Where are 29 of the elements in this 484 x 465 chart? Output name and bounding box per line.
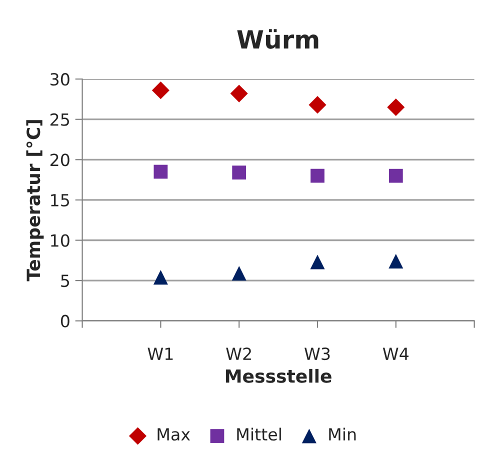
point [388,168,403,183]
x-tick-label: W2 [226,348,251,360]
point [230,84,248,102]
legend-label: Min [329,428,356,440]
y-tick-label: 20 [50,154,70,166]
y-tick-label: 30 [50,73,70,86]
point [388,254,404,268]
x-tick-label: W1 [148,348,173,360]
point [154,164,168,179]
point [387,98,405,116]
y-tick-label: 10 [51,234,70,247]
y-tick-label: 15 [51,194,70,207]
x-tick-label: W4 [382,348,409,360]
point [232,266,246,281]
x-tick-label: W3 [304,348,330,360]
legend-label: Max [158,428,190,441]
y-tick-label: 5 [61,274,70,288]
y-tick-label: 25 [50,113,70,126]
legend-label: Mittel [237,428,281,441]
point [232,166,246,180]
point [310,168,324,183]
point [310,254,325,270]
chart-title: Würm [237,29,318,49]
point [153,270,168,285]
x-axis-title: Messstelle [226,368,332,383]
point [308,96,326,114]
point [152,82,170,100]
y-tick-label: 0 [60,314,70,328]
y-axis-title: Temperatur [°C] [26,120,44,282]
